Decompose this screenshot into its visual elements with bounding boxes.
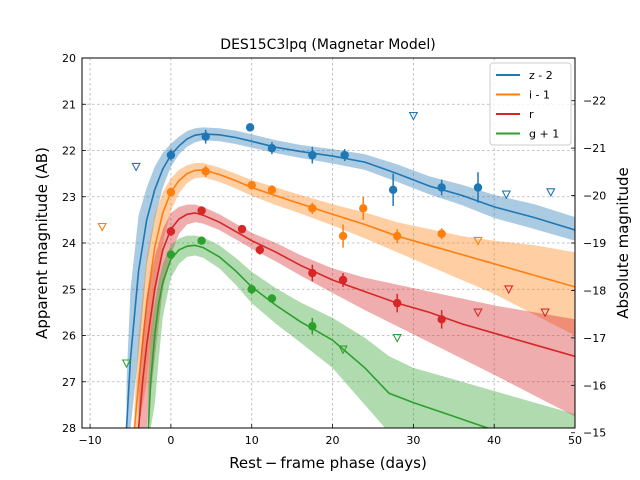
- upper-limit-marker: [97, 222, 107, 232]
- data-point: [308, 150, 317, 160]
- x-tick-label: 10: [245, 434, 259, 447]
- legend-label-r: r: [529, 108, 534, 121]
- data-point: [201, 132, 210, 141]
- data-point: [437, 315, 446, 324]
- upper-limit-marker: [392, 333, 402, 343]
- data-point: [197, 236, 206, 245]
- upper-limit-marker: [546, 188, 556, 198]
- model-line-g-1: [147, 244, 490, 428]
- data-point: [247, 285, 256, 294]
- data-point: [166, 187, 176, 197]
- y-tick-label: 20: [62, 52, 76, 65]
- plot-area: [97, 111, 575, 428]
- series-i-1: [97, 163, 575, 428]
- right-y-tick-label: −21: [583, 142, 606, 155]
- data-point: [308, 268, 317, 278]
- data-point: [392, 298, 402, 308]
- upper-limit-marker: [408, 111, 419, 121]
- right-y-tick-label: −17: [583, 332, 606, 345]
- upper-limit-marker: [121, 359, 132, 369]
- x-tick-label: 40: [487, 434, 501, 447]
- data-point: [359, 204, 368, 213]
- data-point: [437, 183, 446, 192]
- data-point: [437, 229, 446, 238]
- data-point: [166, 150, 176, 160]
- y-tick-label: 25: [62, 283, 76, 296]
- data-point: [338, 275, 348, 285]
- series-z-2: [125, 111, 575, 428]
- model-line-z-2: [125, 133, 575, 428]
- data-point: [338, 231, 348, 241]
- axes: −10 0 10 20 30 40 50 20 21 22 23 24 25 26 27 28 −22 −21 −2…: [62, 52, 606, 447]
- x-tick-label: 0: [167, 434, 174, 447]
- upper-limit-marker: [473, 236, 483, 246]
- y-tick-label: 26: [62, 330, 76, 343]
- data-point: [267, 294, 277, 303]
- right-y-axis-label: Absolute magnitude: [614, 167, 632, 318]
- data-point: [267, 143, 277, 153]
- model-band-g-1: [148, 235, 575, 428]
- series-g-1: [121, 235, 575, 428]
- data-point: [473, 183, 483, 192]
- series-r: [137, 204, 575, 428]
- upper-limit-marker: [503, 285, 514, 295]
- y-tick-label: 21: [62, 98, 76, 111]
- right-y-tick-label: −20: [583, 190, 606, 203]
- model-band-i-1: [134, 163, 575, 428]
- y-tick-label: 28: [62, 422, 76, 435]
- data-point: [308, 204, 317, 213]
- legend-box: [489, 62, 572, 146]
- x-tick-label: −10: [78, 434, 101, 447]
- upper-limit-marker: [540, 308, 550, 318]
- data-point: [388, 185, 398, 195]
- upper-limit-marker: [501, 190, 512, 200]
- data-point: [267, 185, 277, 195]
- y-tick-label: 27: [62, 376, 76, 389]
- chart-title: DES15C3lpq (Magnetar Model): [220, 37, 435, 53]
- data-point: [340, 150, 349, 160]
- right-y-tick-label: −22: [583, 95, 606, 108]
- y-tick-label: 23: [62, 191, 76, 204]
- y-tick-label: 22: [62, 145, 76, 158]
- data-point: [237, 224, 247, 234]
- right-y-tick-label: −19: [583, 237, 606, 250]
- right-y-tick-label: −15: [583, 427, 606, 440]
- legend-label-g-1: g + 1: [529, 128, 559, 141]
- y-tick-label: 24: [62, 237, 76, 250]
- x-axis-label: Rest − frame phase (days): [229, 454, 427, 472]
- data-point: [245, 123, 255, 132]
- legend-label-z-2: z - 2: [529, 69, 553, 82]
- data-point: [166, 250, 176, 259]
- legend-label-i-1: i - 1: [529, 89, 550, 102]
- y-axis-label: Apparent magnitude (AB): [33, 147, 51, 339]
- data-point: [308, 322, 317, 331]
- right-y-tick-label: −16: [583, 379, 606, 392]
- data-point: [247, 180, 256, 190]
- data-point: [166, 227, 176, 236]
- model-band-r: [138, 204, 575, 428]
- x-tick-label: 20: [326, 434, 340, 447]
- data-point: [255, 245, 265, 255]
- data-point: [392, 231, 402, 241]
- upper-limit-marker: [131, 162, 141, 172]
- model-line-i-1: [133, 169, 575, 428]
- model-band-z-2: [126, 127, 575, 428]
- right-y-tick-label: −18: [583, 284, 606, 297]
- x-tick-label: 30: [406, 434, 420, 447]
- data-point: [201, 167, 210, 176]
- x-tick-label: 50: [568, 434, 582, 447]
- data-point: [197, 206, 206, 215]
- upper-limit-marker: [473, 308, 483, 318]
- upper-limit-marker: [338, 345, 348, 355]
- legend: z - 2 i - 1 r g + 1: [489, 62, 572, 146]
